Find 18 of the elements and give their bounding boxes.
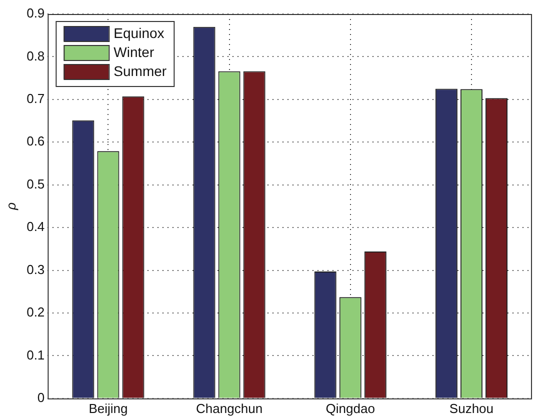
y-tick-label: 0.5: [26, 176, 45, 192]
legend-label: Summer: [114, 62, 167, 79]
y-tick-label: 0.7: [26, 91, 45, 106]
x-tick-label: Beijing: [88, 400, 128, 416]
y-tick-label: 0.1: [26, 347, 45, 362]
y-tick-label: 0.2: [26, 304, 45, 320]
y-axis-title: ρ: [3, 202, 18, 211]
y-tick-label: 0.4: [26, 219, 45, 234]
x-tick-label: Suzhou: [449, 400, 494, 416]
y-tick-label: 0.3: [26, 262, 45, 277]
y-tick-label: 0: [37, 390, 45, 405]
y-tick-label: 0.6: [26, 134, 45, 149]
legend-label: Winter: [114, 44, 154, 60]
y-tick-label: 0.9: [26, 6, 45, 21]
x-tick-label: Qingdao: [326, 400, 375, 416]
y-tick-label: 0.8: [26, 48, 45, 64]
x-tick-label: Changchun: [196, 400, 263, 416]
legend-label: Equinox: [114, 24, 164, 41]
